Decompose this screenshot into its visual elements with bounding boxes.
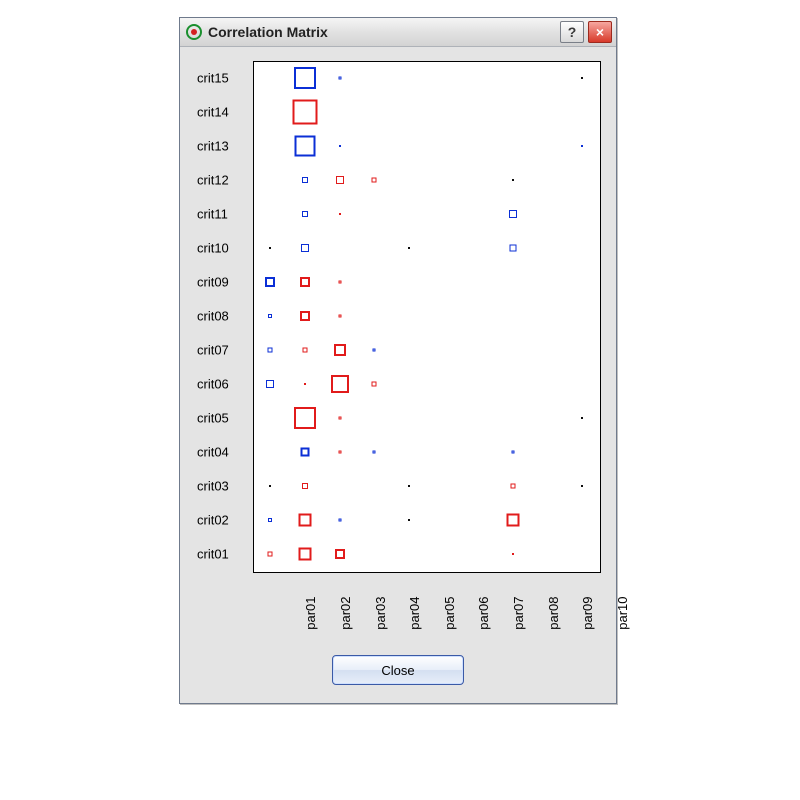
column-label: par02 bbox=[338, 597, 353, 630]
correlation-glyph bbox=[294, 67, 316, 89]
column-label: par09 bbox=[580, 597, 595, 630]
correlation-glyph bbox=[301, 244, 309, 252]
correlation-glyph bbox=[512, 553, 514, 555]
column-label: par01 bbox=[303, 597, 318, 630]
correlation-glyph bbox=[339, 213, 341, 215]
column-label: par10 bbox=[614, 597, 629, 630]
row-label: crit04 bbox=[197, 445, 229, 460]
correlation-glyph bbox=[581, 77, 583, 79]
close-button[interactable]: Close bbox=[332, 655, 464, 685]
correlation-glyph bbox=[268, 518, 272, 522]
correlation-glyph bbox=[302, 483, 308, 489]
row-label: crit09 bbox=[197, 275, 229, 290]
correlation-glyph bbox=[581, 417, 583, 419]
close-icon: × bbox=[596, 24, 604, 40]
row-label: crit14 bbox=[197, 105, 229, 120]
row-label: crit03 bbox=[197, 479, 229, 494]
correlation-glyph bbox=[302, 211, 308, 217]
correlation-glyph bbox=[268, 314, 272, 318]
column-label: par08 bbox=[545, 597, 560, 630]
correlation-glyph bbox=[373, 349, 376, 352]
correlation-glyph bbox=[298, 548, 311, 561]
correlation-glyph bbox=[338, 77, 341, 80]
correlation-glyph bbox=[338, 281, 341, 284]
correlation-glyph bbox=[338, 417, 341, 420]
close-button-label: Close bbox=[381, 663, 414, 678]
correlation-glyph bbox=[268, 552, 273, 557]
correlation-glyph bbox=[334, 344, 346, 356]
correlation-glyph bbox=[269, 247, 271, 249]
correlation-glyph bbox=[512, 179, 514, 181]
help-button[interactable]: ? bbox=[560, 21, 584, 43]
row-label: crit01 bbox=[197, 547, 229, 562]
correlation-glyph bbox=[336, 176, 344, 184]
correlation-glyph bbox=[292, 100, 317, 125]
correlation-glyph bbox=[268, 348, 273, 353]
correlation-glyph bbox=[331, 375, 349, 393]
correlation-glyph bbox=[335, 549, 345, 559]
correlation-glyph bbox=[298, 514, 311, 527]
column-label: par04 bbox=[407, 597, 422, 630]
correlation-glyph bbox=[302, 177, 308, 183]
correlation-glyph bbox=[509, 245, 516, 252]
correlation-glyph bbox=[338, 315, 341, 318]
client-area: crit15 crit14 crit13 crit12 crit11 crit10 crit… bbox=[180, 47, 616, 703]
correlation-glyph bbox=[581, 145, 583, 147]
row-label: crit08 bbox=[197, 309, 229, 324]
column-label: par06 bbox=[476, 597, 491, 630]
titlebar[interactable]: Correlation Matrix ? × bbox=[180, 18, 616, 47]
window-title: Correlation Matrix bbox=[208, 24, 556, 40]
correlation-glyph bbox=[509, 210, 517, 218]
correlation-glyph bbox=[302, 348, 307, 353]
correlation-glyph bbox=[372, 382, 377, 387]
row-label: crit07 bbox=[197, 343, 229, 358]
row-label: crit11 bbox=[197, 207, 228, 222]
app-icon bbox=[186, 24, 202, 40]
correlation-glyph bbox=[408, 247, 410, 249]
row-label: crit10 bbox=[197, 241, 229, 256]
correlation-glyph bbox=[338, 451, 341, 454]
window-close-button[interactable]: × bbox=[588, 21, 612, 43]
column-label: par03 bbox=[372, 597, 387, 630]
dialog-footer: Close bbox=[196, 651, 600, 685]
correlation-glyph bbox=[372, 178, 377, 183]
row-label: crit05 bbox=[197, 411, 229, 426]
correlation-glyph bbox=[294, 407, 316, 429]
correlation-glyph bbox=[408, 485, 410, 487]
correlation-glyph bbox=[300, 448, 309, 457]
correlation-glyph bbox=[300, 311, 310, 321]
dialog-window: Correlation Matrix ? × crit15crit14crit1… bbox=[179, 17, 617, 704]
column-label: par07 bbox=[511, 597, 526, 630]
correlation-glyph bbox=[581, 485, 583, 487]
correlation-glyph bbox=[510, 484, 515, 489]
correlation-glyph bbox=[373, 451, 376, 454]
correlation-matrix-plot: crit15 crit14 crit13 crit12 crit11 crit10 crit… bbox=[197, 61, 599, 651]
correlation-glyph bbox=[408, 519, 410, 521]
correlation-glyph bbox=[339, 145, 341, 147]
correlation-glyph bbox=[338, 519, 341, 522]
row-label: crit06 bbox=[197, 377, 229, 392]
correlation-glyph bbox=[294, 136, 315, 157]
row-label: crit13 bbox=[197, 139, 229, 154]
row-label: crit15 bbox=[197, 71, 229, 86]
correlation-glyph bbox=[300, 277, 310, 287]
correlation-glyph bbox=[511, 451, 514, 454]
row-label: crit12 bbox=[197, 173, 229, 188]
correlation-glyph bbox=[304, 383, 306, 385]
correlation-glyph bbox=[269, 485, 271, 487]
correlation-glyph bbox=[506, 514, 519, 527]
help-icon: ? bbox=[568, 24, 577, 40]
row-label: crit02 bbox=[197, 513, 229, 528]
correlation-glyph bbox=[265, 277, 275, 287]
correlation-glyph bbox=[266, 380, 274, 388]
column-label: par05 bbox=[441, 597, 456, 630]
